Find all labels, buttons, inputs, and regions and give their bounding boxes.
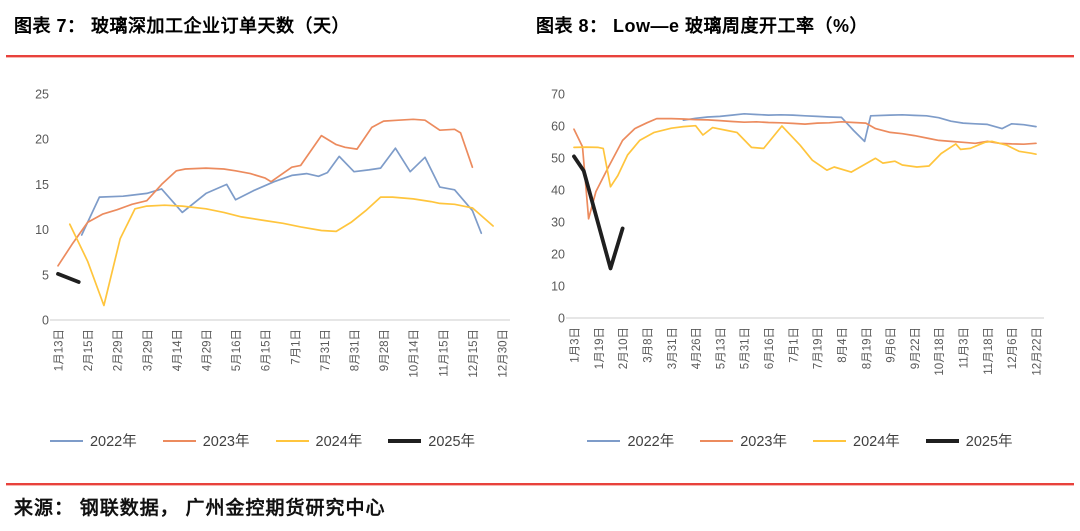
legend-line-swatch bbox=[162, 439, 196, 442]
x-tick-label: 3月8日 bbox=[642, 327, 654, 363]
y-tick-label: 10 bbox=[551, 280, 565, 294]
x-tick-label: 8月19日 bbox=[861, 327, 873, 369]
legend-item-2023年: 2023年 bbox=[162, 430, 250, 451]
legend-label: 2023年 bbox=[202, 434, 250, 450]
x-tick-label: 2月10日 bbox=[618, 327, 630, 369]
chart8-legend: 2022年 2023年 2024年 2025年 bbox=[528, 430, 1072, 451]
source-text: 来源： 钢联数据， 广州金控期货研究中心 bbox=[14, 498, 386, 519]
x-tick-label: 6月15日 bbox=[261, 329, 273, 371]
legend-item-2024年: 2024年 bbox=[813, 430, 900, 451]
y-tick-label: 70 bbox=[551, 88, 565, 102]
x-tick-label: 4月14日 bbox=[172, 329, 184, 371]
y-tick-label: 40 bbox=[551, 184, 565, 198]
chart7-legend: 2022年 2023年 2024年 2025年 bbox=[10, 430, 515, 451]
x-tick-label: 6月16日 bbox=[764, 327, 776, 369]
bottom-divider-line bbox=[6, 483, 1074, 485]
x-tick-label: 2月15日 bbox=[83, 329, 95, 371]
legend-label: 2022年 bbox=[627, 434, 675, 450]
x-tick-label: 1月13日 bbox=[54, 329, 66, 371]
x-tick-label: 8月31日 bbox=[350, 329, 362, 371]
x-tick-label: 9月28日 bbox=[379, 329, 391, 371]
series-line-2023年 bbox=[573, 117, 1037, 220]
legend-line-swatch bbox=[587, 439, 621, 442]
x-tick-label: 12月6日 bbox=[1007, 327, 1019, 369]
legend-line-swatch bbox=[813, 439, 846, 442]
x-tick-label: 5月31日 bbox=[740, 327, 752, 369]
legend-line-swatch bbox=[49, 439, 83, 442]
legend-item-2022年: 2022年 bbox=[49, 430, 137, 451]
x-tick-label: 10月18日 bbox=[934, 327, 946, 376]
order-days-chart: 0 5 10 15 20 25 1月13日 2月15日 2月29日 3月29日 4月14日 4月29日… bbox=[35, 88, 510, 378]
x-tick-label: 9月6日 bbox=[886, 327, 898, 363]
x-tick-label: 1月19日 bbox=[594, 327, 606, 369]
y-tick-label: 60 bbox=[551, 120, 565, 134]
x-tick-label: 5月13日 bbox=[715, 327, 727, 369]
x-tick-label: 11月15日 bbox=[438, 329, 450, 377]
x-tick-label: 1月3日 bbox=[570, 327, 582, 363]
x-tick-label: 12月30日 bbox=[498, 329, 510, 378]
legend-line-swatch bbox=[700, 439, 734, 442]
y-tick-label: 10 bbox=[35, 223, 49, 237]
series-line-2024年 bbox=[68, 196, 494, 307]
x-tick-label: 4月29日 bbox=[202, 329, 214, 371]
legend-label: 2025年 bbox=[965, 434, 1013, 450]
legend-label: 2024年 bbox=[853, 434, 900, 450]
x-tick-label: 12月15日 bbox=[468, 329, 480, 378]
series-line-2025年 bbox=[572, 154, 625, 271]
x-tick-label: 7月19日 bbox=[813, 327, 825, 369]
top-divider-line bbox=[6, 55, 1074, 57]
series-line-2024年 bbox=[573, 124, 1037, 188]
x-tick-label: 8月4日 bbox=[837, 327, 849, 363]
legend-item-2025年: 2025年 bbox=[925, 430, 1013, 451]
legend-item-2022年: 2022年 bbox=[587, 430, 674, 451]
series-line-2025年 bbox=[56, 271, 81, 284]
x-tick-label: 7月1日 bbox=[788, 327, 800, 363]
y-tick-label: 30 bbox=[551, 216, 565, 230]
legend-label: 2022年 bbox=[89, 434, 137, 450]
x-tick-label: 9月22日 bbox=[910, 327, 922, 369]
chart8-title: 图表 8： Low—e 玻璃周度开工率（%） bbox=[536, 16, 869, 36]
y-tick-label: 15 bbox=[35, 178, 49, 192]
legend-line-swatch bbox=[275, 439, 309, 442]
legend-label: 2023年 bbox=[740, 434, 787, 450]
legend-line-swatch bbox=[925, 438, 959, 443]
x-tick-label: 4月26日 bbox=[691, 327, 703, 369]
chart7-title: 图表 7： 玻璃深加工企业订单天数（天） bbox=[14, 16, 351, 36]
y-tick-label: 0 bbox=[558, 312, 565, 326]
x-tick-label: 5月16日 bbox=[231, 329, 243, 371]
x-tick-label: 11月18日 bbox=[983, 327, 995, 375]
y-tick-label: 20 bbox=[551, 248, 565, 262]
x-tick-label: 7月1日 bbox=[290, 329, 302, 365]
x-tick-label: 10月14日 bbox=[409, 329, 421, 378]
series-line-2022年 bbox=[682, 112, 1037, 143]
legend-item-2023年: 2023年 bbox=[700, 430, 787, 451]
legend-item-2024年: 2024年 bbox=[275, 430, 363, 451]
x-tick-label: 2月29日 bbox=[113, 329, 125, 371]
legend-line-swatch bbox=[388, 438, 422, 443]
y-tick-label: 20 bbox=[35, 133, 49, 147]
y-tick-label: 25 bbox=[35, 88, 49, 102]
x-tick-label: 11月3日 bbox=[959, 327, 971, 368]
y-tick-label: 50 bbox=[551, 152, 565, 166]
x-tick-label: 12月22日 bbox=[1032, 327, 1044, 376]
x-tick-label: 3月31日 bbox=[667, 327, 679, 369]
series-line-2023年 bbox=[57, 118, 474, 267]
x-tick-label: 7月31日 bbox=[320, 329, 332, 371]
legend-label: 2025年 bbox=[428, 434, 476, 450]
x-tick-label: 3月29日 bbox=[142, 329, 154, 371]
legend-item-2025年: 2025年 bbox=[388, 430, 475, 451]
low-e-operating-rate-chart: 0 10 20 30 40 50 60 70 1月3日 1月19日 2月10日 3月8日 3月31日 4月… bbox=[551, 88, 1044, 376]
y-tick-label: 0 bbox=[42, 314, 49, 328]
y-tick-label: 5 bbox=[42, 268, 49, 282]
series-line-2022年 bbox=[80, 147, 483, 236]
legend-label: 2024年 bbox=[315, 434, 363, 450]
